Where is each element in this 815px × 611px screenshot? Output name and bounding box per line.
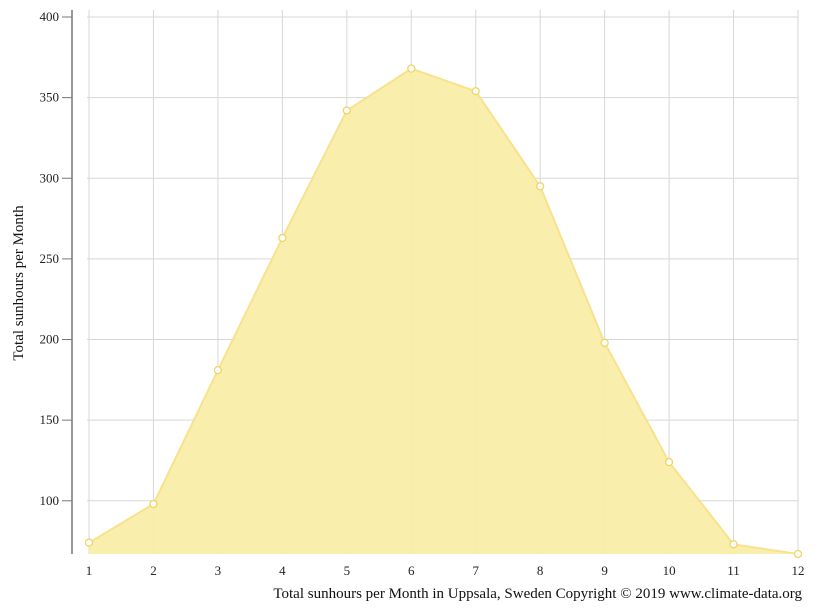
y-axis-title: Total sunhours per Month [11,205,27,361]
x-tick-label: 9 [601,563,608,578]
area-line [88,67,799,555]
y-ticks: 100 150 200 250 300 350 400 [40,9,72,508]
y-tick-label: 200 [40,332,60,347]
data-point [793,549,803,559]
chart-caption: Total sunhours per Month in Uppsala, Swe… [273,586,802,602]
x-tick-label: 7 [472,563,479,578]
area-fill [89,68,798,554]
data-point [471,87,480,96]
y-tick-label: 400 [40,9,60,24]
x-tick-label: 12 [792,563,805,578]
data-point [149,499,158,509]
data-point [278,233,287,243]
x-tick-label: 5 [344,563,351,578]
x-tick-label: 10 [663,563,676,578]
data-point [600,338,609,347]
x-tick-label: 6 [408,563,415,578]
data-point [536,182,545,191]
data-point [729,540,738,549]
x-tick-label: 1 [86,563,93,578]
data-point [664,457,674,467]
data-point [213,366,223,375]
x-ticks: 1 2 3 4 5 6 7 8 9 10 11 12 [86,563,805,578]
x-tick-label: 8 [537,563,544,578]
x-tick-label: 11 [727,563,740,578]
data-point [342,106,351,115]
y-tick-label: 100 [40,493,60,508]
x-tick-label: 4 [279,563,286,578]
data-point [407,64,416,73]
y-tick-label: 300 [40,170,60,185]
y-tick-label: 350 [40,90,60,105]
y-tick-label: 150 [40,412,60,427]
data-points [84,64,803,559]
x-tick-label: 3 [215,563,222,578]
y-tick-label: 250 [40,251,60,266]
x-tick-label: 2 [150,563,157,578]
data-point [84,538,94,547]
